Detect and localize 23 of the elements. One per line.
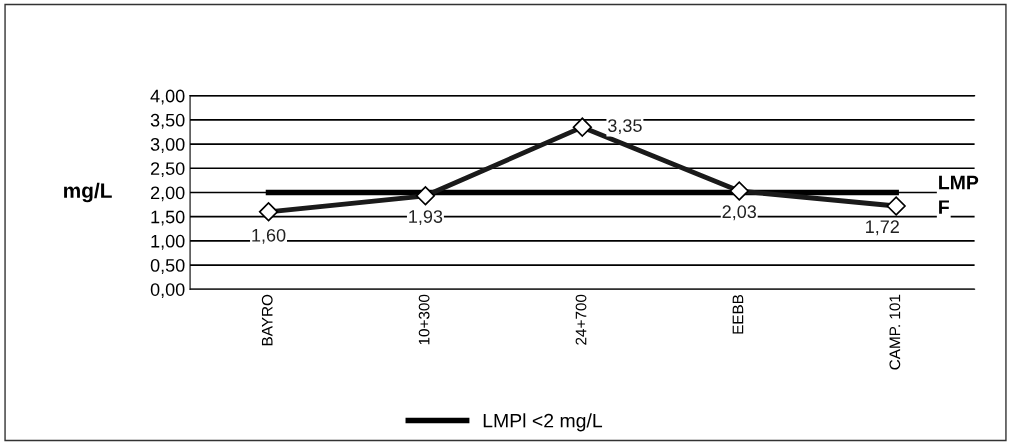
y-tick-label: 2,00	[150, 186, 185, 202]
data-label: 1,93	[409, 210, 443, 226]
x-tick-label: 24+700	[575, 294, 587, 345]
y-tick-label: 2,50	[150, 162, 185, 178]
y-tick-label: 0,50	[150, 258, 185, 274]
x-tick-label: EEBB	[732, 294, 744, 334]
annotation: LMP	[939, 175, 979, 190]
y-tick-label: 0,00	[150, 283, 185, 299]
legend-label: LMPl <2 mg/L	[483, 413, 603, 432]
data-label: 3,35	[608, 119, 642, 135]
data-label: 1,60	[252, 228, 286, 244]
y-tick-label: 3,50	[150, 113, 185, 129]
annotation: F	[939, 200, 949, 214]
data-label: 1,72	[866, 220, 899, 236]
y-tick-label: 4,00	[150, 89, 185, 105]
y-tick-label: 1,00	[151, 234, 185, 250]
data-label: 2,03	[722, 205, 757, 221]
x-tick-label: CAMP. 101	[889, 294, 901, 370]
x-tick-label: BAYRO	[261, 294, 273, 346]
y-tick-label: 3,00	[150, 138, 185, 153]
x-tick-label: 10+300	[418, 294, 430, 345]
y-axis-title: mg/L	[64, 182, 112, 203]
y-tick-label: 1,50	[151, 210, 185, 226]
